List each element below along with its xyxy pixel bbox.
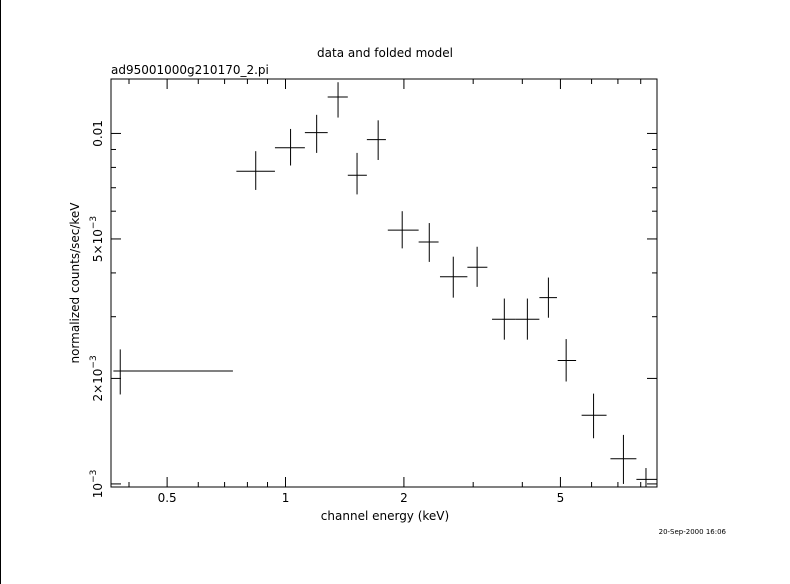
y-tick-label: 0.01: [91, 120, 105, 147]
timestamp: 20-Sep-2000 16:06: [659, 528, 727, 536]
y-tick-label: 2×10−3: [89, 355, 105, 401]
data-point: [557, 339, 577, 382]
y-tick-label: 10−3: [89, 470, 105, 499]
data-point: [418, 223, 439, 262]
data-point: [636, 468, 657, 487]
chart-title: data and folded model: [317, 46, 453, 60]
data-point: [304, 114, 328, 153]
data-point: [387, 211, 419, 249]
data-point: [366, 120, 386, 160]
data-point: [492, 298, 516, 340]
x-tick-label: 2: [400, 491, 408, 505]
plot-frame: [110, 78, 658, 488]
data-point: [467, 246, 488, 287]
data-point: [347, 152, 367, 195]
y-axis-ticks: [111, 132, 657, 485]
data-point: [113, 349, 233, 395]
left-border-line: [0, 0, 1, 584]
x-tick-label: 1: [282, 491, 290, 505]
data-point: [610, 434, 637, 484]
x-axis-label: channel energy (keV): [321, 509, 449, 523]
data-point: [539, 277, 557, 318]
data-point: [327, 82, 348, 118]
data-point: [236, 151, 275, 190]
data-point: [515, 298, 540, 340]
x-tick-label: 0.5: [158, 491, 177, 505]
chart-subtitle: ad95001000g210170_2.pi: [111, 63, 269, 77]
x-tick-labels: 0.5 1 2 5: [158, 491, 565, 505]
data-point: [581, 393, 607, 439]
y-tick-label: 5×10−3: [89, 216, 105, 262]
x-axis-ticks: [128, 79, 642, 487]
data-point: [274, 128, 305, 166]
data-point: [439, 256, 468, 298]
y-tick-labels: 10−3 2×10−3 5×10−3 0.01: [89, 120, 105, 498]
x-tick-label: 5: [557, 491, 565, 505]
y-axis-label: normalized counts/sec/keV: [68, 202, 82, 364]
data-points: [113, 82, 657, 487]
